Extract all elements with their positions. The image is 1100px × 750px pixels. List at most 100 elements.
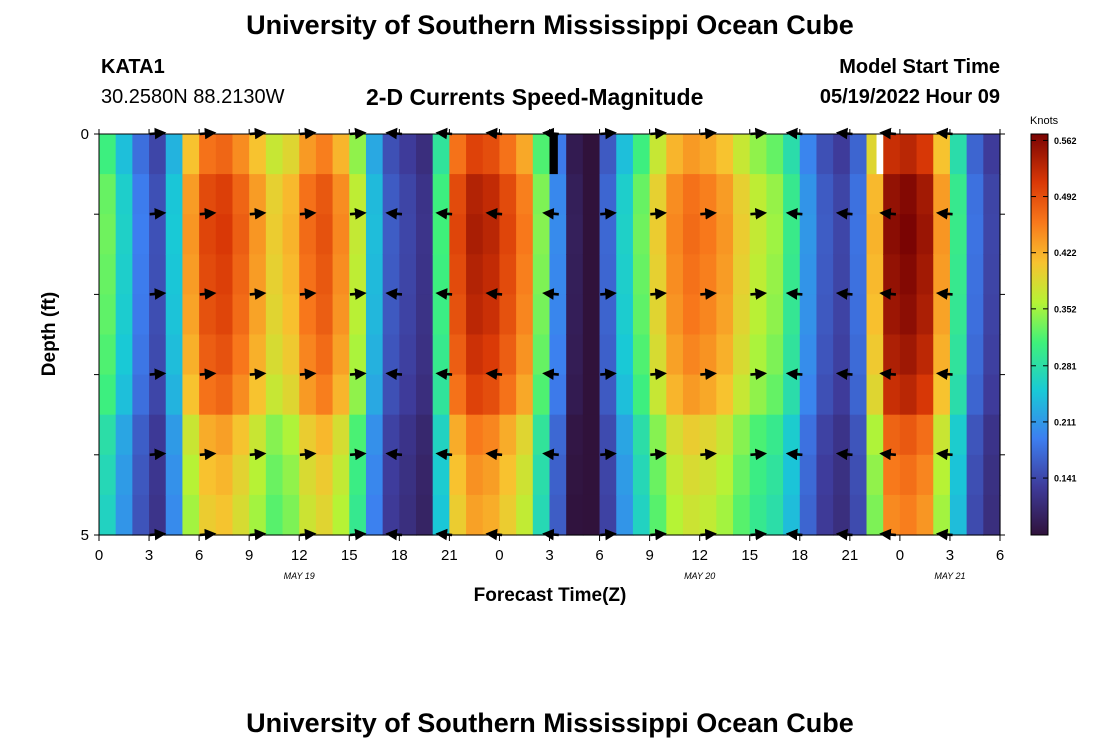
heatmap-cell	[799, 334, 818, 376]
heatmap-cell	[149, 374, 167, 416]
heatmap-cell	[132, 174, 150, 215]
heatmap-cell	[199, 294, 217, 336]
heatmap-cell	[733, 134, 751, 175]
current-vector	[879, 448, 897, 461]
heatmap-cell	[949, 454, 968, 496]
heatmap-cell	[399, 134, 417, 175]
current-vector	[385, 368, 403, 381]
heatmap-cell	[382, 414, 400, 456]
heatmap-cell	[883, 294, 901, 336]
heatmap-cell	[833, 214, 851, 255]
heatmap-cell	[582, 134, 601, 175]
heatmap-cell	[315, 174, 334, 215]
heatmap-cell	[399, 294, 417, 336]
heatmap-cell	[115, 414, 133, 456]
heatmap-cell	[99, 454, 117, 496]
heatmap-cell	[699, 454, 717, 496]
heatmap-cell	[215, 374, 234, 416]
heatmap-cell	[249, 294, 267, 336]
heatmap-cell	[482, 454, 501, 496]
heatmap-cell	[949, 134, 968, 175]
heatmap-cell	[365, 334, 384, 376]
heatmap-cell	[849, 414, 868, 456]
heatmap-cell	[933, 334, 951, 376]
heatmap-cell	[733, 334, 751, 376]
current-vector	[750, 288, 768, 300]
heatmap-cell	[349, 374, 367, 416]
heatmap-cell	[99, 334, 117, 376]
heatmap-cell	[899, 134, 918, 175]
current-vector	[299, 448, 317, 461]
heatmap-cell	[315, 374, 334, 416]
current-vector	[650, 207, 667, 220]
x-tick-label: 15	[741, 547, 758, 564]
heatmap-cell	[816, 414, 834, 456]
heatmap-cell	[299, 254, 317, 295]
heatmap-cell	[516, 214, 534, 255]
heatmap-cell	[682, 414, 701, 456]
heatmap-cell	[749, 414, 768, 456]
heatmap-cell	[115, 254, 133, 295]
heatmap-cell	[599, 294, 617, 336]
current-vector	[249, 368, 267, 381]
heatmap-cell	[249, 254, 267, 295]
heatmap-cell	[649, 254, 667, 295]
heatmap-cell	[816, 294, 834, 336]
heatmap-cell	[766, 414, 784, 456]
heatmap-cell	[382, 214, 400, 255]
heatmap-cell	[883, 454, 901, 496]
heatmap-cell	[966, 414, 984, 456]
heatmap-cell	[783, 414, 801, 456]
heatmap-cell	[132, 334, 150, 376]
colorbar-tick-label: 0.492	[1054, 192, 1077, 202]
current-vector	[785, 448, 803, 461]
heatmap-cell	[666, 494, 684, 536]
current-vector	[542, 288, 559, 300]
heatmap-cell	[516, 454, 534, 496]
heatmap-cell	[532, 494, 551, 536]
heatmap-cell	[783, 494, 801, 536]
heatmap-cell	[199, 374, 217, 416]
heatmap-cell	[549, 254, 567, 295]
heatmap-cell	[299, 294, 317, 336]
heatmap-cell	[983, 374, 1001, 416]
x-tick-label: 0	[95, 547, 103, 564]
heatmap-cell	[165, 454, 184, 496]
heatmap-cell	[916, 414, 934, 456]
heatmap-cell	[315, 294, 334, 336]
heatmap-cell	[983, 254, 1001, 295]
heatmap-cell	[299, 174, 317, 215]
heatmap-cell	[866, 214, 884, 255]
heatmap-cell	[249, 494, 267, 536]
heatmap-cell	[399, 214, 417, 255]
heatmap-cell	[766, 494, 784, 536]
heatmap-cell	[449, 254, 467, 295]
heatmap-cell	[382, 494, 400, 536]
heatmap-cell	[199, 254, 217, 295]
heatmap-cell	[766, 174, 784, 215]
current-vector	[700, 288, 717, 300]
heatmap-cell	[666, 134, 684, 175]
current-vector	[385, 288, 403, 300]
heatmap-cell	[749, 454, 768, 496]
current-vector	[199, 368, 217, 381]
heatmap-cell	[983, 294, 1001, 336]
heatmap-cell	[516, 494, 534, 536]
heatmap-cell	[282, 374, 300, 416]
heatmap-cell	[916, 174, 934, 215]
heatmap-cell	[265, 214, 284, 255]
heatmap-cell	[365, 494, 384, 536]
heatmap-cell	[182, 374, 200, 416]
heatmap-cell	[165, 414, 184, 456]
heatmap-cell	[766, 334, 784, 376]
axes: 0 3 6 9 12 15 18 21 0 3 6 9 12 15 18 21 0 3 6 MAY 19 MAY 20 M…	[81, 126, 1005, 581]
heatmap-cell	[699, 254, 717, 295]
heatmap-cell	[816, 374, 834, 416]
heatmap-cell	[149, 134, 167, 175]
x-tick-label: 6	[195, 547, 203, 564]
current-vector	[600, 288, 617, 300]
heatmap-cell	[282, 174, 300, 215]
heatmap-cell	[599, 454, 617, 496]
heatmap-cell	[332, 494, 350, 536]
heatmap-cell	[582, 254, 601, 295]
